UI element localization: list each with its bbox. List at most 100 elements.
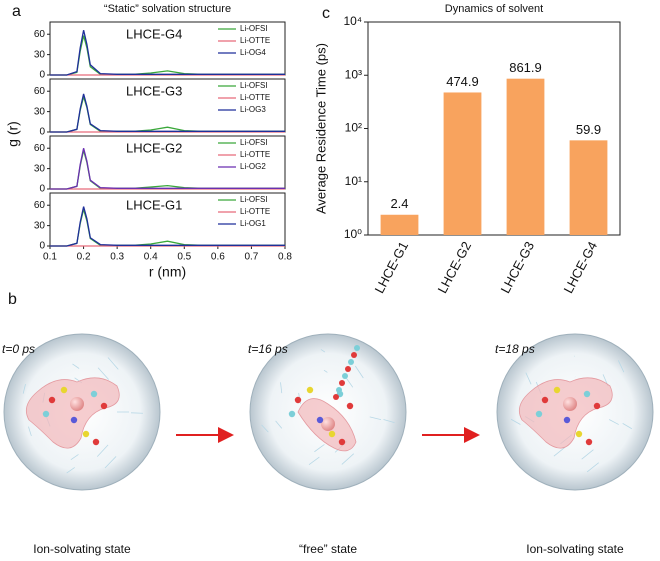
atom xyxy=(585,438,593,446)
atom xyxy=(306,386,314,394)
x-tick-label: 0.2 xyxy=(77,252,91,263)
atom xyxy=(346,402,354,410)
y-tick-label: 10⁴ xyxy=(343,14,362,28)
series-line xyxy=(50,93,285,133)
legend-label: Li-OTTE xyxy=(240,36,270,45)
value-label: 474.9 xyxy=(446,74,479,89)
solvent-stick xyxy=(581,449,594,460)
atom xyxy=(70,416,78,424)
atom xyxy=(348,359,354,365)
atom xyxy=(339,380,345,386)
y-tick-label: 0 xyxy=(39,241,45,252)
y-tick-label: 60 xyxy=(34,29,46,40)
legend-label: Li-OFSI xyxy=(240,195,268,204)
series-line xyxy=(50,148,285,190)
subplot-label: LHCE-G4 xyxy=(126,26,182,41)
solvent-stick xyxy=(323,369,328,373)
legend-label: Li-OFSI xyxy=(240,81,268,90)
y-tick-label: 60 xyxy=(34,86,46,97)
solvent-stick xyxy=(261,424,269,433)
legend-label: Li-OFSI xyxy=(240,138,268,147)
x-tick-label: LHCE-G1 xyxy=(371,239,411,296)
solvent-stick xyxy=(608,419,619,425)
x-tick-label: LHCE-G2 xyxy=(434,239,474,296)
series-line xyxy=(50,206,285,247)
x-tick-label: 0.7 xyxy=(244,252,258,263)
x-tick-label: 0.8 xyxy=(278,252,292,263)
y-axis-label: g (r) xyxy=(5,121,21,147)
bar xyxy=(380,214,419,235)
li-ion xyxy=(563,397,577,411)
solvent-stick xyxy=(22,384,26,394)
legend-label: Li-OTTE xyxy=(240,150,270,159)
panel-label: a xyxy=(12,3,21,20)
y-tick-label: 10⁰ xyxy=(344,227,362,241)
atom xyxy=(92,438,100,446)
solvent-stick xyxy=(341,453,355,465)
solvent-stick xyxy=(369,416,382,421)
atom xyxy=(535,410,543,418)
y-tick-label: 30 xyxy=(34,49,46,60)
solvent-stick xyxy=(553,446,566,457)
value-label: 59.9 xyxy=(576,122,601,137)
solvent-stick xyxy=(354,365,364,379)
subplot-label: LHCE-G1 xyxy=(126,197,182,212)
atom xyxy=(336,387,342,393)
bar xyxy=(443,92,482,235)
x-tick-label: LHCE-G4 xyxy=(560,239,600,296)
time-label: t=16 ps xyxy=(248,342,288,356)
x-axis-label: r (nm) xyxy=(149,264,186,280)
x-tick-label: 0.1 xyxy=(43,252,57,263)
solvent-stick xyxy=(107,357,119,370)
atom xyxy=(100,402,108,410)
solvent-stick xyxy=(28,426,32,437)
atom xyxy=(60,386,68,394)
y-tick-label: 0 xyxy=(39,127,45,138)
x-tick-label: 0.3 xyxy=(110,252,124,263)
series-line xyxy=(50,30,285,76)
atom xyxy=(338,438,346,446)
solvent-stick xyxy=(66,467,75,474)
state-caption: Ion-solvating state xyxy=(526,542,624,556)
value-label: 861.9 xyxy=(509,60,542,75)
y-tick-label: 30 xyxy=(34,220,46,231)
y-tick-label: 10¹ xyxy=(345,174,362,188)
legend-label: Li-OTTE xyxy=(240,93,270,102)
x-tick-label: LHCE-G3 xyxy=(497,239,537,296)
solvent-stick xyxy=(617,360,625,373)
atom xyxy=(294,396,302,404)
y-tick-label: 10³ xyxy=(345,67,362,81)
li-ion xyxy=(321,417,335,431)
solvent-stick xyxy=(586,462,599,473)
atom xyxy=(328,430,336,438)
x-tick-label: 0.6 xyxy=(211,252,225,263)
solvent-stick xyxy=(70,454,79,461)
legend-label: Li-OTTE xyxy=(240,207,270,216)
atom xyxy=(575,430,583,438)
state-caption: “free” state xyxy=(299,542,357,556)
bar xyxy=(569,140,608,235)
subplot-label: LHCE-G2 xyxy=(126,140,182,155)
atom xyxy=(316,416,324,424)
solvent-stick xyxy=(308,456,320,466)
atom xyxy=(288,410,296,418)
atom xyxy=(541,396,549,404)
solvent-stick xyxy=(510,418,521,425)
solvent-stick xyxy=(104,456,117,469)
atom xyxy=(345,366,351,372)
atom xyxy=(42,410,50,418)
atom xyxy=(90,390,98,398)
x-tick-label: 0.4 xyxy=(144,252,158,263)
solvent-stick xyxy=(97,367,109,380)
time-label: t=0 ps xyxy=(2,342,35,356)
atom xyxy=(342,373,348,379)
legend-label: Li-OG3 xyxy=(240,105,266,114)
solvent-stick xyxy=(96,444,109,457)
state-caption: Ion-solvating state xyxy=(33,542,131,556)
y-tick-label: 60 xyxy=(34,143,46,154)
solvent-stick xyxy=(275,420,283,429)
solvent-stick xyxy=(314,444,325,453)
solvent-stick xyxy=(525,372,532,385)
atom xyxy=(583,390,591,398)
